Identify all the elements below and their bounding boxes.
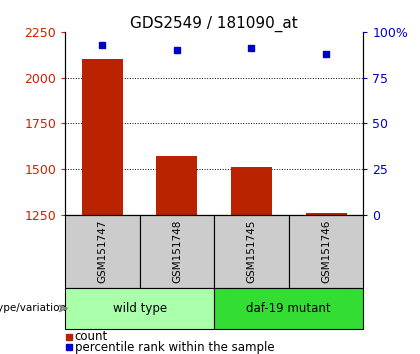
Text: GSM151746: GSM151746 <box>321 220 331 283</box>
Bar <box>214 288 363 329</box>
Bar <box>305 213 346 215</box>
Bar <box>82 59 123 215</box>
Bar <box>139 215 214 288</box>
Bar <box>65 215 139 288</box>
Text: percentile rank within the sample: percentile rank within the sample <box>75 341 274 354</box>
Text: genotype/variation: genotype/variation <box>0 303 66 313</box>
Title: GDS2549 / 181090_at: GDS2549 / 181090_at <box>130 16 298 32</box>
Text: GSM151748: GSM151748 <box>172 220 182 283</box>
Bar <box>231 167 272 215</box>
Bar <box>65 288 214 329</box>
Bar <box>289 215 363 288</box>
Text: wild type: wild type <box>113 302 167 315</box>
Text: GSM151747: GSM151747 <box>97 220 108 283</box>
Bar <box>156 156 197 215</box>
Text: count: count <box>75 330 108 343</box>
Text: daf-19 mutant: daf-19 mutant <box>247 302 331 315</box>
Text: GSM151745: GSM151745 <box>247 220 257 283</box>
Bar <box>214 215 289 288</box>
